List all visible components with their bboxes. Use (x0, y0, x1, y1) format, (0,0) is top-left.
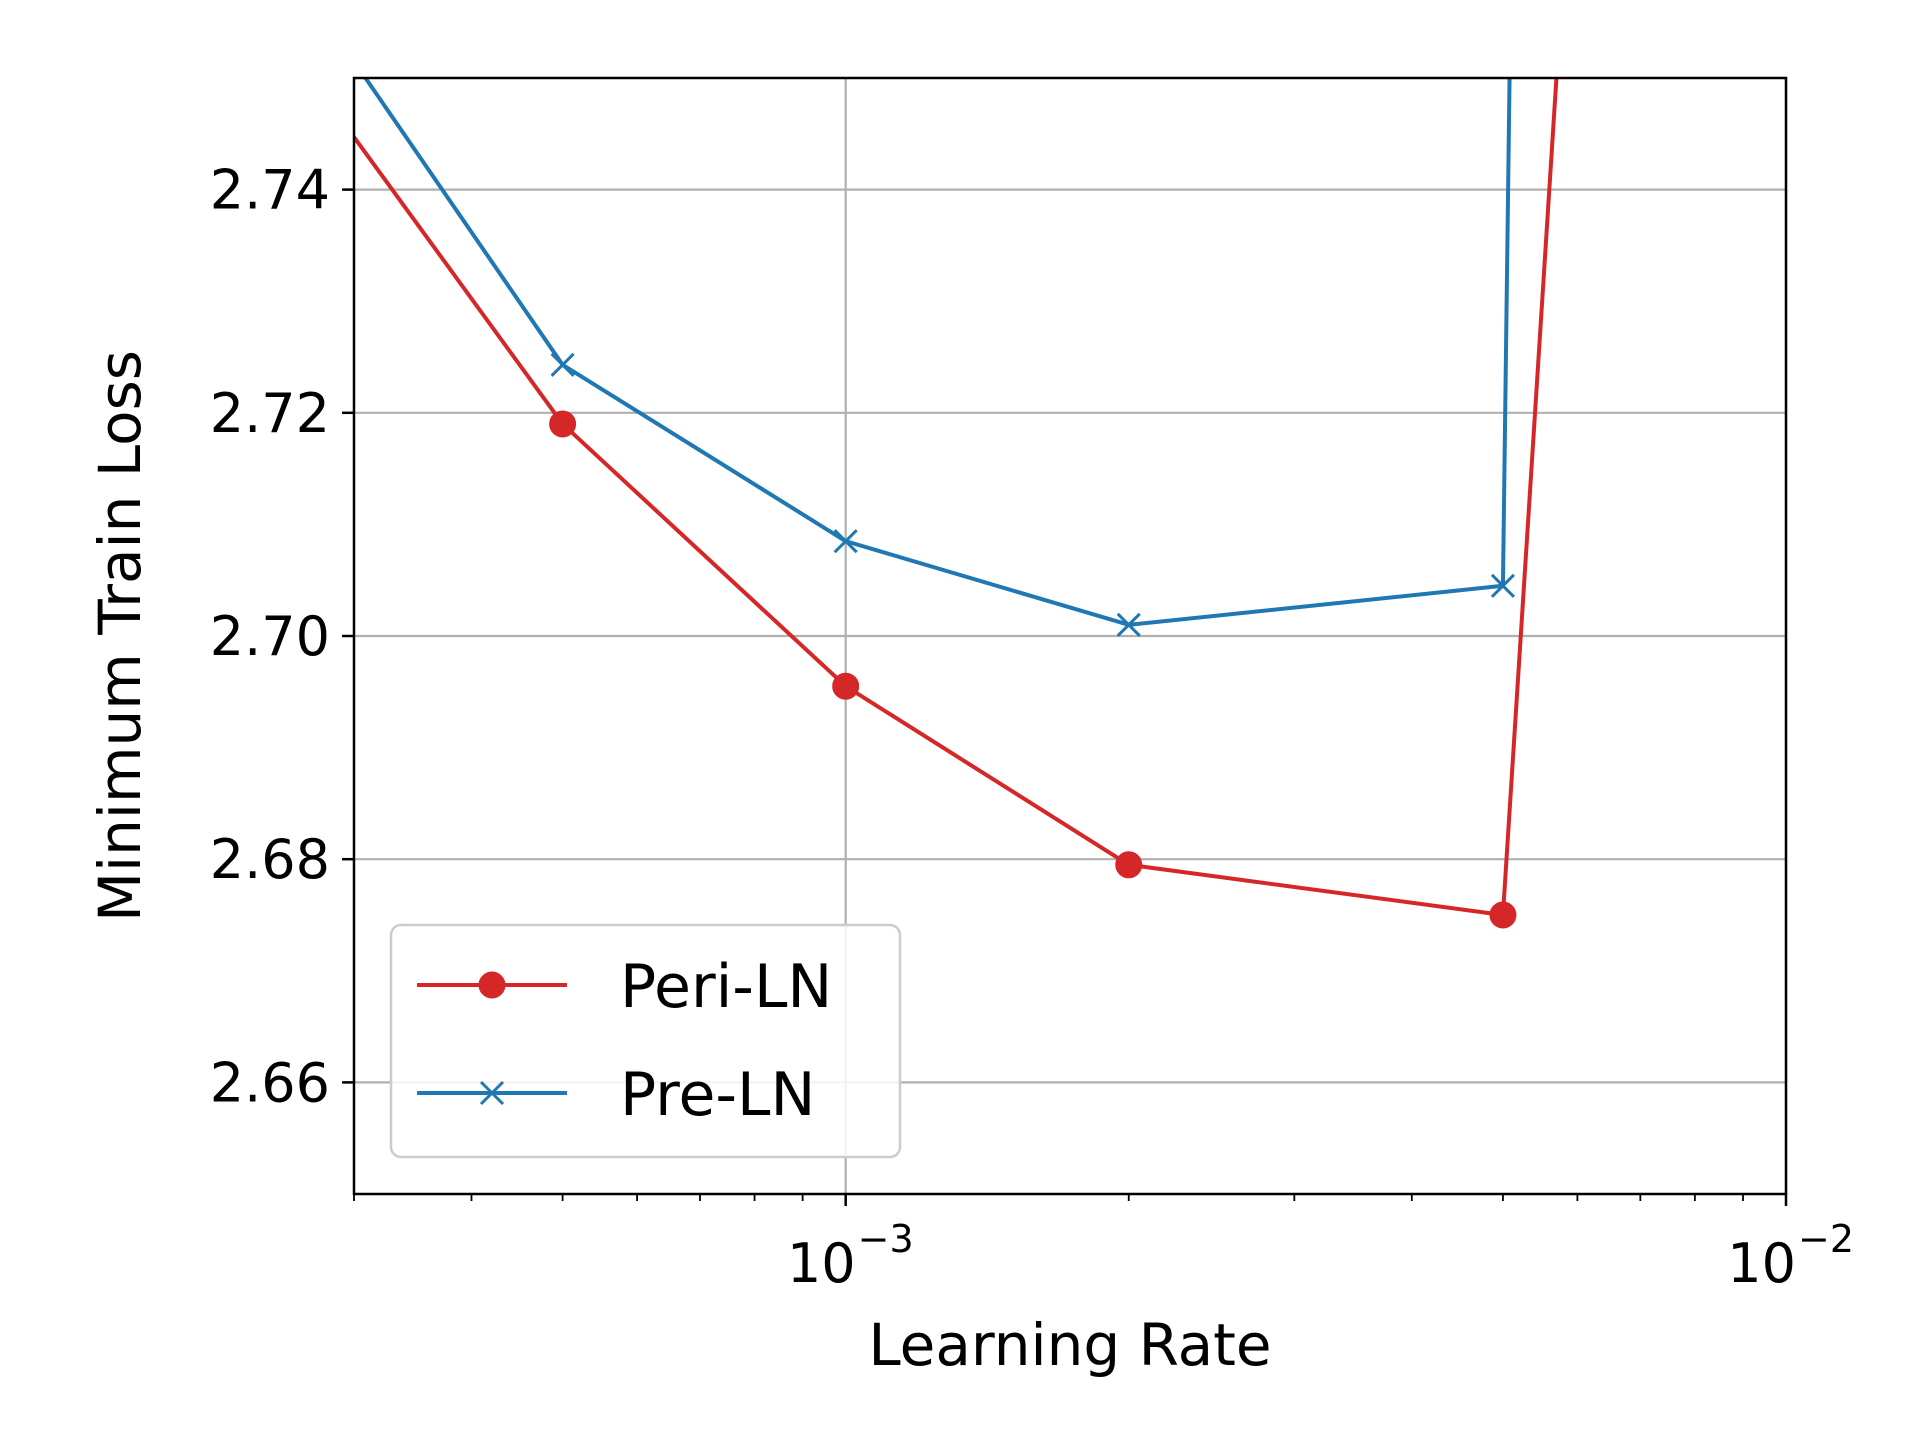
data-point-peri-ln (1489, 901, 1517, 929)
data-point-pre-ln (1490, 573, 1515, 598)
legend-swatch-marker (479, 1080, 505, 1106)
data-point-peri-ln (1115, 851, 1143, 879)
legend-label: Pre-LN (620, 1060, 815, 1130)
x-tick-label-exponent: −2 (1798, 1217, 1854, 1261)
y-axis-label: Minimum Train Loss (86, 350, 154, 922)
legend-label: Peri-LN (620, 952, 832, 1022)
x-tick-label-base: 10 (1727, 1232, 1796, 1295)
data-point-pre-ln (550, 352, 575, 377)
series-layer (354, 78, 1559, 929)
x-tick-label-exponent: −3 (858, 1217, 914, 1261)
y-tick-label: 2.72 (210, 382, 330, 445)
series-line-pre-ln (363, 78, 1512, 627)
x-tick-label: 10 −2 (1727, 1217, 1854, 1295)
x-axis-label: Learning Rate (868, 1311, 1271, 1379)
legend-entry-peri-ln: Peri-LN (417, 952, 832, 1022)
legend-swatch-marker (478, 971, 506, 999)
series-pre-ln (363, 78, 1515, 637)
data-point-pre-ln (833, 529, 858, 554)
legend-entry-pre-ln: Pre-LN (417, 1060, 815, 1130)
data-point-peri-ln (549, 410, 577, 438)
series-peri-ln (354, 78, 1559, 929)
legend: Peri-LN Pre-LN (389, 923, 902, 1159)
x-tick-label: 10 −3 (787, 1217, 914, 1295)
series-line-peri-ln (354, 78, 1559, 917)
data-point-pre-ln (1116, 612, 1141, 637)
y-tick-label: 2.70 (210, 605, 330, 668)
y-tick-label: 2.74 (210, 159, 330, 222)
data-point-peri-ln (832, 672, 860, 700)
x-tick-label-base: 10 (787, 1232, 856, 1295)
y-tick-label: 2.66 (210, 1051, 330, 1114)
y-tick-label: 2.68 (210, 828, 330, 891)
